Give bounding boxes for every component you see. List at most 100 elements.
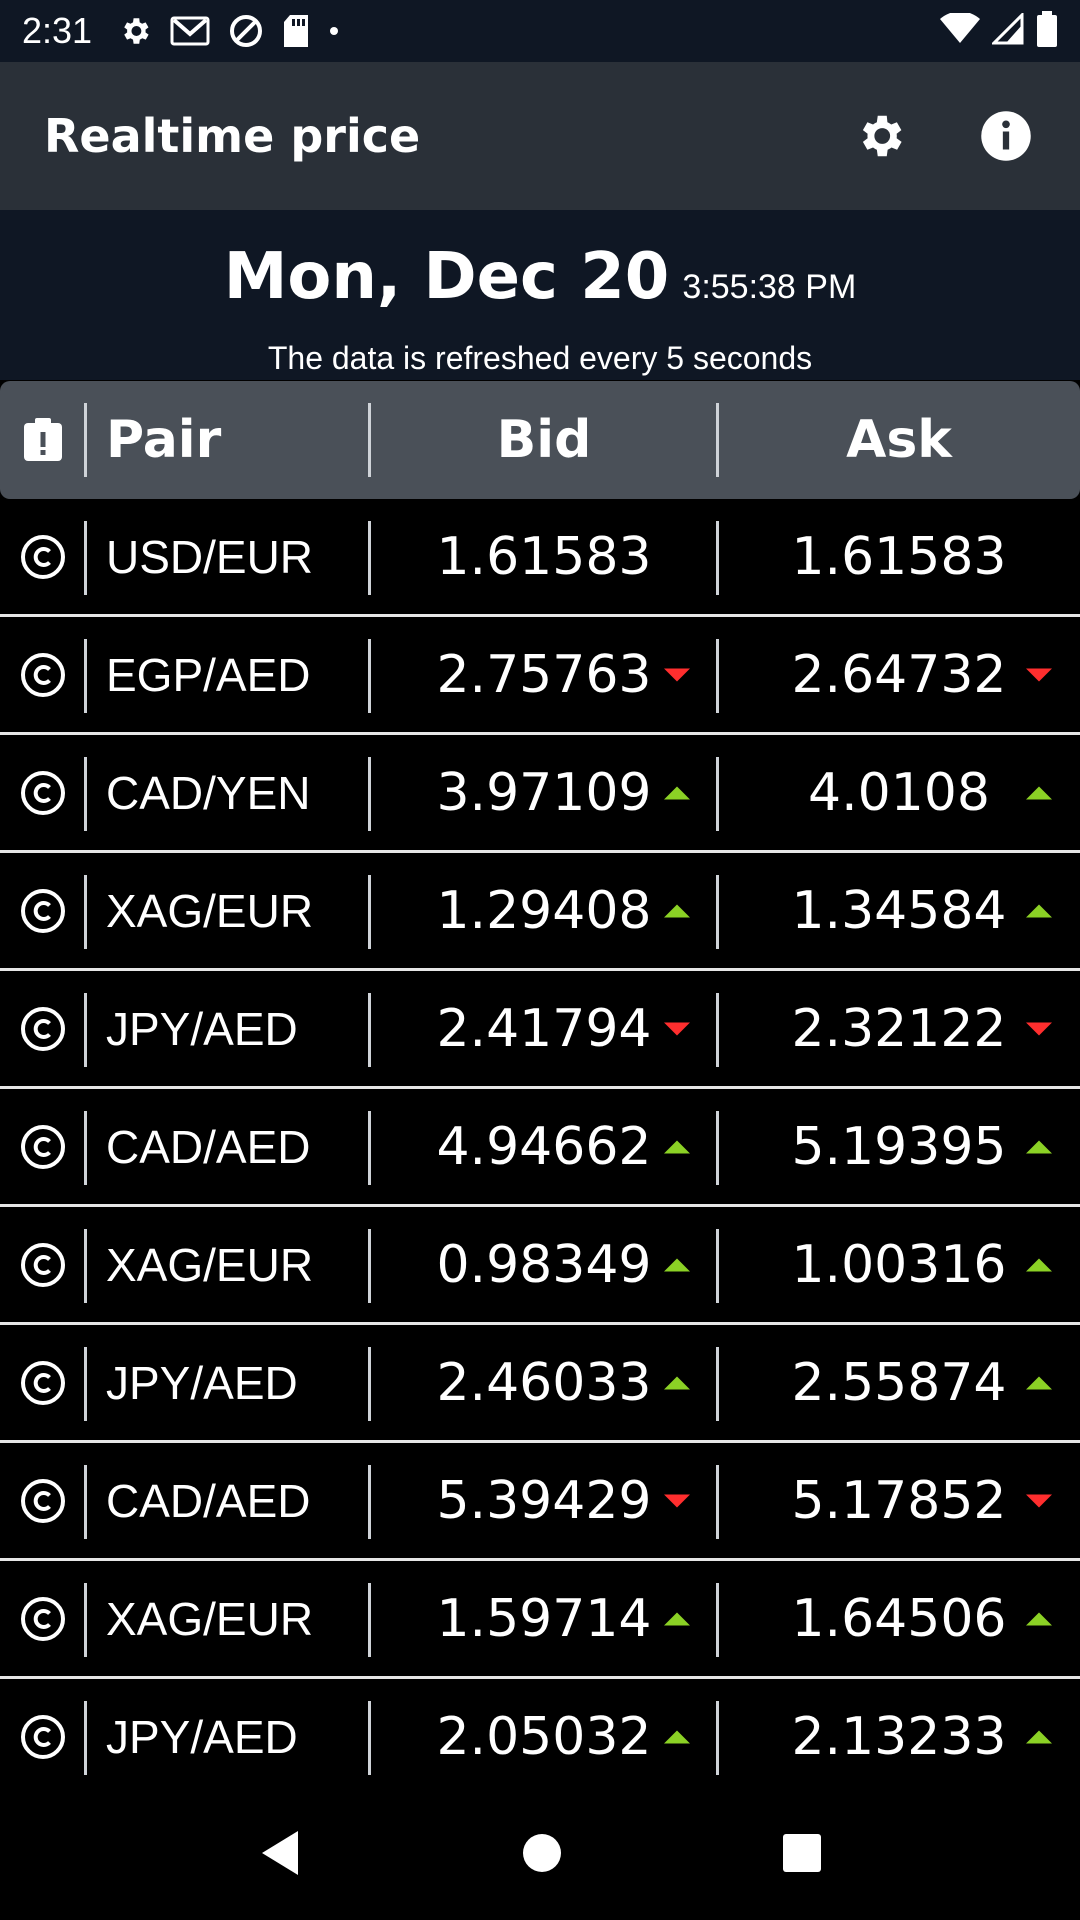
row-divider (716, 1111, 719, 1185)
ask-trend-down-icon (1026, 668, 1052, 681)
row-divider (84, 1583, 87, 1657)
table-row[interactable]: XAG/EUR 1.29408 1.34584 (0, 853, 1080, 971)
recents-button[interactable] (782, 1833, 822, 1877)
copyright-icon (21, 1478, 65, 1523)
ask-trend-up-icon (1026, 1258, 1052, 1271)
ask-trend-up-icon (1026, 786, 1052, 799)
table-row[interactable]: JPY/AED 2.41794 2.32122 (0, 971, 1080, 1089)
sd-card-icon (282, 14, 310, 48)
pair-name: XAG/EUR (106, 884, 314, 937)
bid-value: 1.29408 (436, 880, 652, 941)
ask-cell: 5.19395 (718, 1089, 1080, 1204)
ask-value: 5.19395 (791, 1116, 1007, 1177)
app-title: Realtime price (44, 109, 421, 163)
row-divider (84, 1701, 87, 1775)
ask-value: 2.55874 (791, 1352, 1007, 1413)
ask-trend-down-icon (1026, 1022, 1052, 1035)
copyright-icon (21, 534, 65, 579)
row-divider (84, 1347, 87, 1421)
copyright-icon (21, 1006, 65, 1051)
pair-name: CAD/YEN (106, 766, 311, 819)
copyright-icon (21, 1596, 65, 1641)
bid-value: 1.61583 (436, 526, 652, 587)
bid-trend-up-icon (664, 1612, 690, 1625)
pair-cell: CAD/YEN (86, 735, 370, 850)
pair-name: JPY/AED (106, 1710, 298, 1763)
row-divider (716, 521, 719, 595)
ask-value: 1.61583 (791, 526, 1007, 587)
ask-trend-down-icon (1026, 1494, 1052, 1507)
bid-value: 2.05032 (436, 1706, 652, 1767)
bid-trend-up-icon (664, 1258, 690, 1271)
pair-name: XAG/EUR (106, 1592, 314, 1645)
header-pair-label: Pair (106, 410, 222, 470)
bid-cell: 1.61583 (370, 499, 718, 614)
bid-cell: 2.46033 (370, 1325, 718, 1440)
wifi-icon (940, 11, 980, 49)
ask-trend-up-icon (1026, 904, 1052, 917)
row-divider (84, 521, 87, 595)
at-sign-icon (228, 13, 264, 49)
ask-cell: 2.32122 (718, 971, 1080, 1086)
ask-value: 5.17852 (791, 1470, 1007, 1531)
info-panel: Mon, Dec 20 3:55:38 PM The data is refre… (0, 210, 1080, 380)
pair-cell: JPY/AED (86, 1679, 370, 1794)
header-ask: Ask (718, 381, 1080, 499)
ask-cell: 4.0108 (718, 735, 1080, 850)
date-line: Mon, Dec 20 3:55:38 PM (0, 240, 1080, 314)
row-divider (368, 1583, 371, 1657)
row-divider (84, 993, 87, 1067)
battery-icon (1036, 11, 1058, 51)
back-icon (262, 1831, 298, 1875)
bid-cell: 1.59714 (370, 1561, 718, 1676)
ask-value: 2.64732 (791, 644, 1007, 705)
pair-cell: CAD/AED (86, 1089, 370, 1204)
row-icon-cell (0, 1089, 86, 1204)
clipboard-alert-icon (24, 418, 62, 461)
table-row[interactable]: CAD/YEN 3.97109 4.0108 (0, 735, 1080, 853)
table-header: Pair Bid Ask (0, 381, 1080, 499)
row-icon-cell (0, 1561, 86, 1676)
row-icon-cell (0, 1679, 86, 1794)
refresh-note: The data is refreshed every 5 seconds (267, 340, 813, 376)
settings-button[interactable] (850, 106, 910, 166)
pair-cell: USD/EUR (86, 499, 370, 614)
signal-icon (990, 11, 1024, 49)
header-pair: Pair (86, 381, 370, 499)
ask-cell: 1.64506 (718, 1561, 1080, 1676)
ask-cell: 2.64732 (718, 617, 1080, 732)
row-divider (368, 521, 371, 595)
header-ask-label: Ask (846, 410, 952, 470)
row-divider (716, 875, 719, 949)
settings-icon (118, 14, 152, 48)
table-row[interactable]: JPY/AED 2.05032 2.13233 (0, 1679, 1080, 1797)
bid-trend-down-icon (664, 1022, 690, 1035)
table-row[interactable]: EGP/AED 2.75763 2.64732 (0, 617, 1080, 735)
header-bid-label: Bid (496, 410, 592, 470)
bid-trend-down-icon (664, 1494, 690, 1507)
row-icon-cell (0, 499, 86, 614)
table-row[interactable]: CAD/AED 5.39429 5.17852 (0, 1443, 1080, 1561)
ask-value: 1.00316 (791, 1234, 1007, 1295)
row-divider (84, 639, 87, 713)
row-divider (716, 639, 719, 713)
current-date: Mon, Dec 20 (223, 240, 670, 314)
ask-value: 4.0108 (808, 762, 990, 823)
back-button[interactable] (258, 1829, 302, 1881)
table-row[interactable]: XAG/EUR 0.98349 1.00316 (0, 1207, 1080, 1325)
header-divider (368, 403, 371, 477)
status-bar: 2:31 (0, 0, 1080, 62)
home-button[interactable] (522, 1833, 562, 1877)
info-icon (981, 111, 1031, 161)
table-row[interactable]: XAG/EUR 1.59714 1.64506 (0, 1561, 1080, 1679)
nav-bar (0, 1790, 1080, 1920)
table-row[interactable]: JPY/AED 2.46033 2.55874 (0, 1325, 1080, 1443)
info-button[interactable] (976, 106, 1036, 166)
table-row[interactable]: CAD/AED 4.94662 5.19395 (0, 1089, 1080, 1207)
pair-cell: CAD/AED (86, 1443, 370, 1558)
row-divider (716, 1465, 719, 1539)
dot-icon (328, 25, 340, 37)
table-row[interactable]: USD/EUR 1.61583 1.61583 (0, 499, 1080, 617)
home-icon (523, 1834, 561, 1872)
ask-value: 2.32122 (791, 998, 1007, 1059)
